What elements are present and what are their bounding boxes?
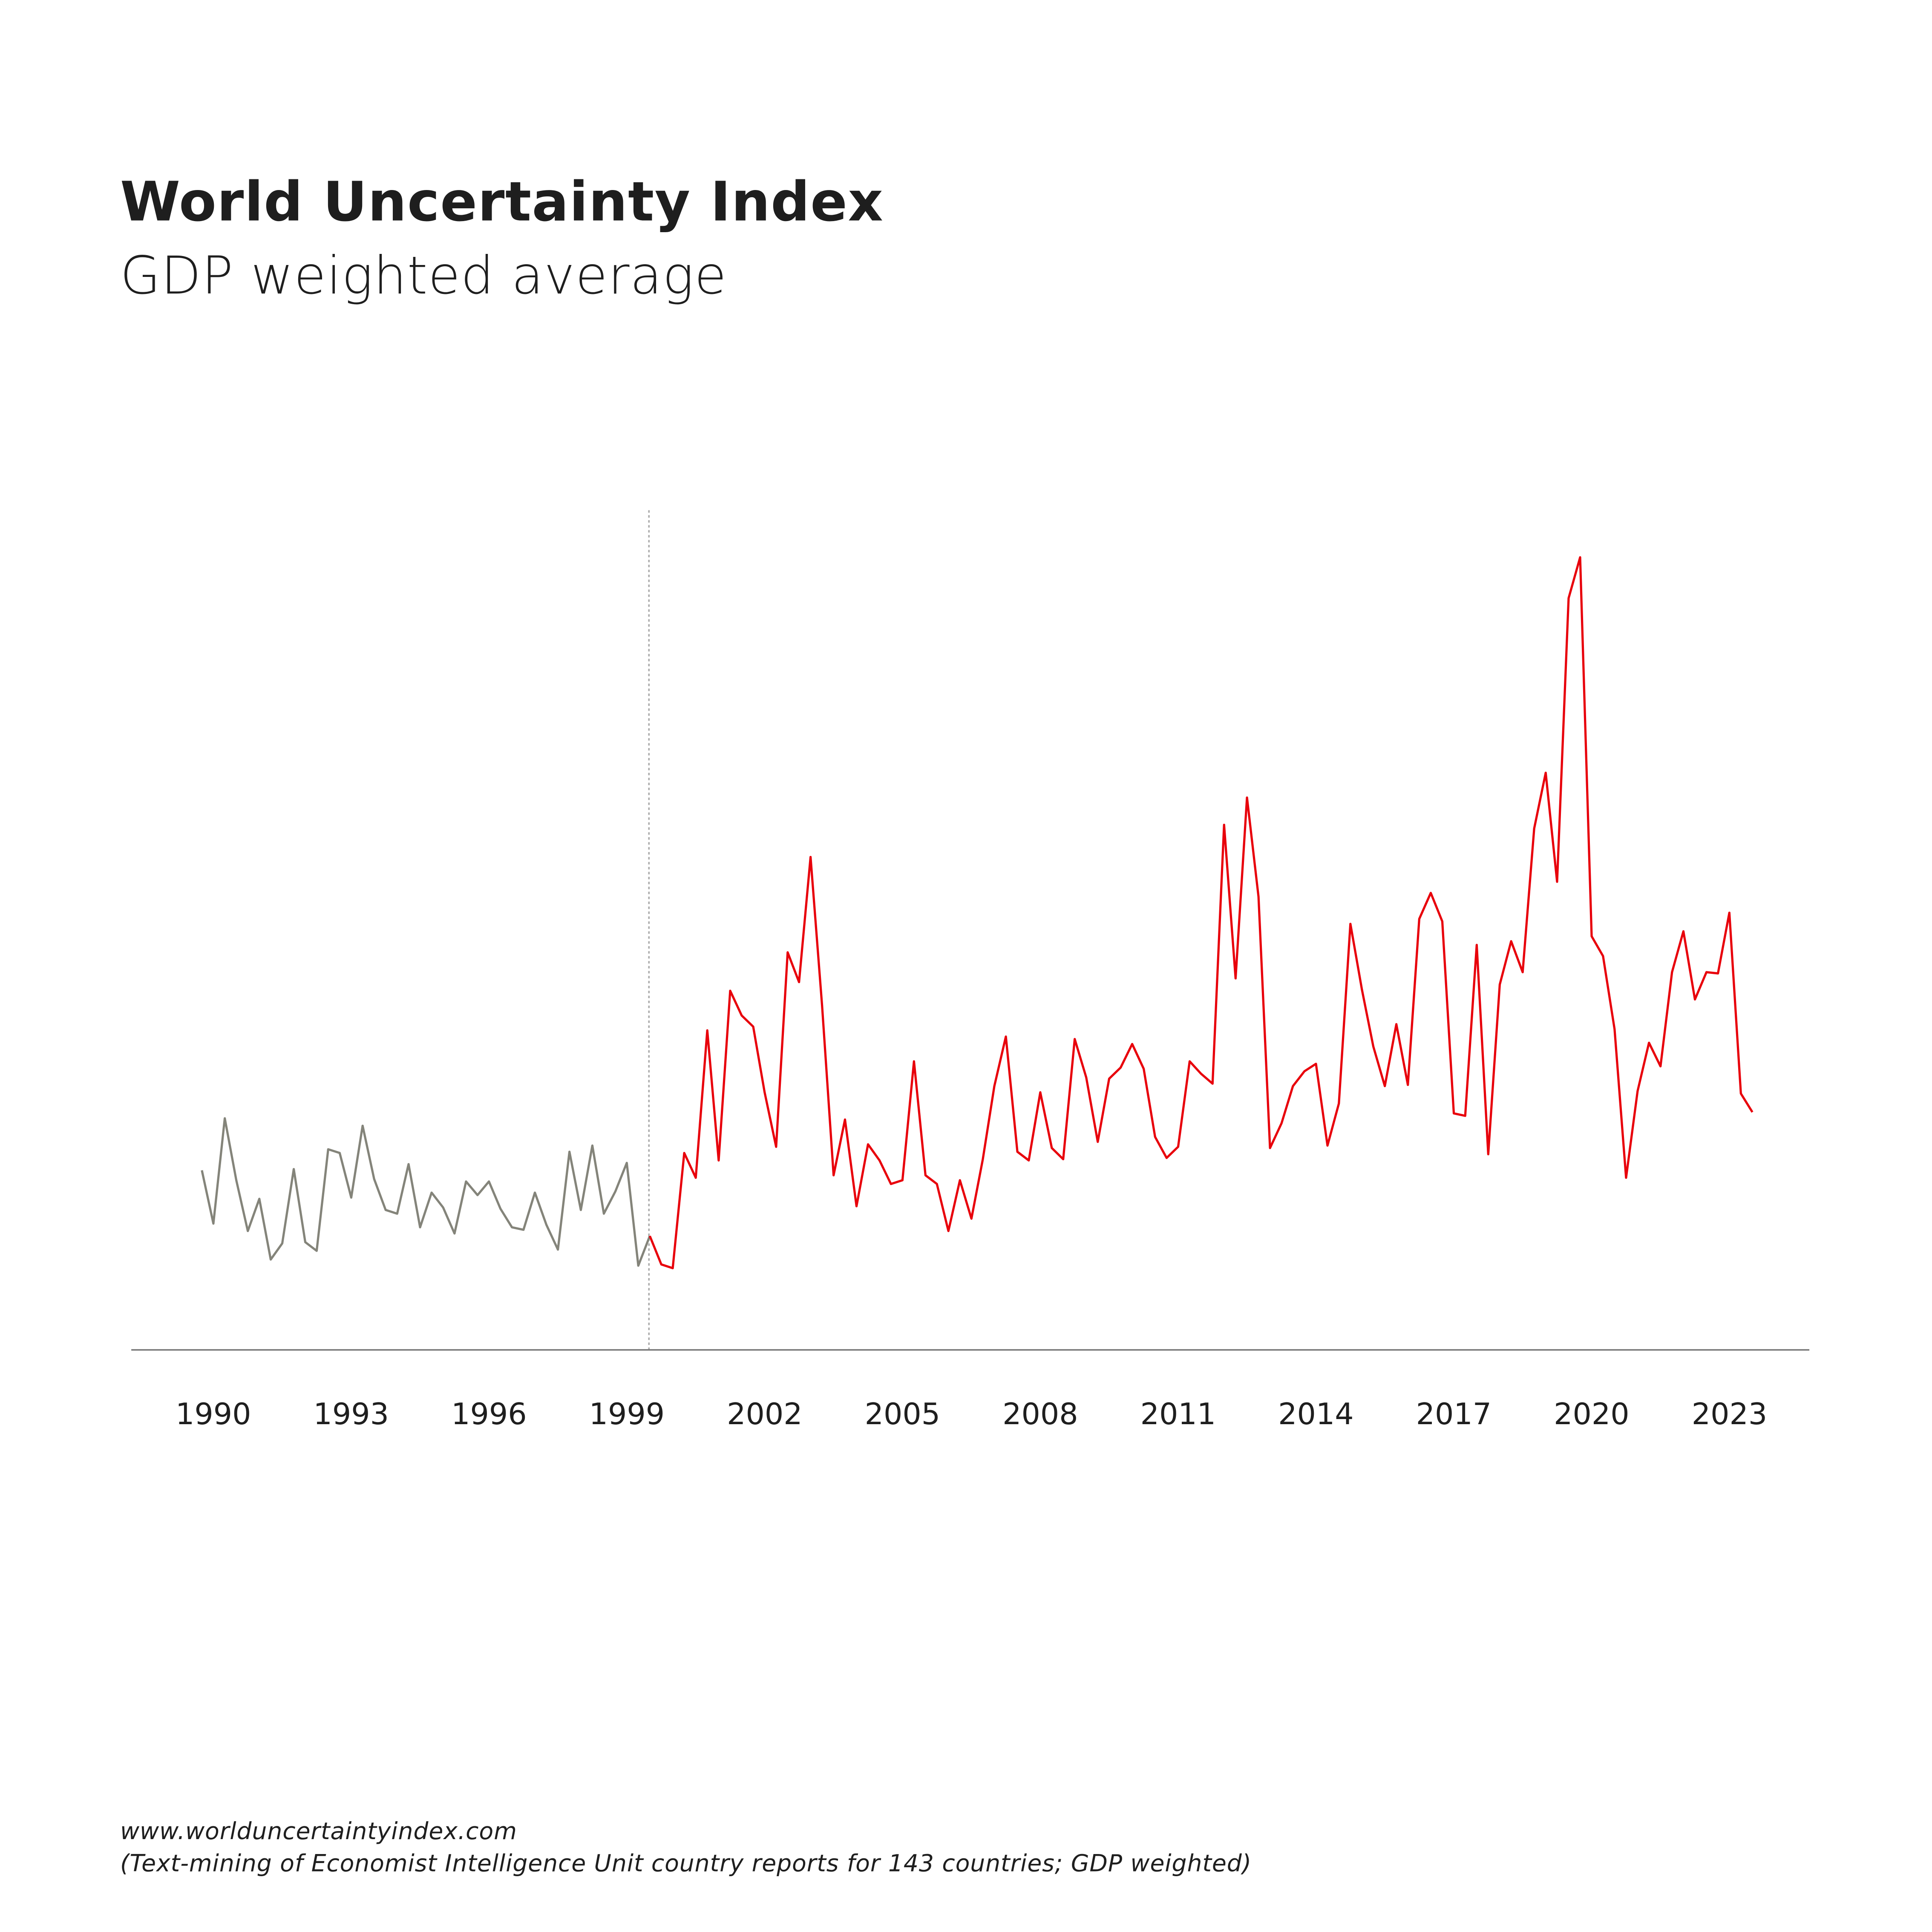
series-line-pre-2000 <box>201 1117 651 1267</box>
x-tick-label: 2023 <box>1692 1397 1768 1431</box>
footer-url[interactable]: www.worlduncertaintyindex.com <box>120 1818 517 1846</box>
x-tick-label: 2008 <box>1002 1397 1078 1431</box>
x-tick-label: 2002 <box>727 1397 803 1431</box>
footer-note: (Text-mining of Economist Intelligence U… <box>120 1850 1252 1878</box>
series-line-post-2000 <box>648 556 1753 1270</box>
x-tick-label: 2014 <box>1278 1397 1354 1431</box>
x-tick-label: 1993 <box>314 1397 389 1431</box>
chart-title: World Uncertainty Index <box>120 171 884 234</box>
x-tick-label: 2005 <box>865 1397 941 1431</box>
x-tick-label: 2011 <box>1140 1397 1216 1431</box>
x-tick-label: 2020 <box>1554 1397 1630 1431</box>
chart-subtitle: GDP weighted average <box>120 245 727 306</box>
x-tick-label: 1996 <box>451 1397 527 1431</box>
x-tick-label: 1990 <box>176 1397 251 1431</box>
x-tick-label: 1999 <box>589 1397 665 1431</box>
x-tick-label: 2017 <box>1416 1397 1492 1431</box>
